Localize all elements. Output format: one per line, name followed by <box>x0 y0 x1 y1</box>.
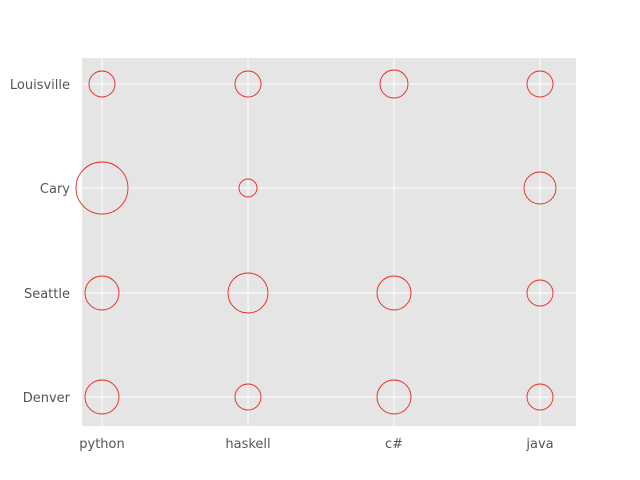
x-tick-label: java <box>525 437 553 452</box>
bubble-marker <box>526 279 554 307</box>
y-tick-label: Cary <box>40 182 70 197</box>
bubble-marker <box>84 275 120 311</box>
y-tick-label: Seattle <box>24 287 70 302</box>
bubble-marker <box>88 70 116 98</box>
bubble-marker <box>234 70 262 98</box>
markers <box>75 69 557 415</box>
y-tick-label: Denver <box>23 391 71 406</box>
bubble-marker <box>526 383 554 411</box>
x-tick-label: haskell <box>225 437 270 452</box>
y-axis-ticks: Denver Seattle Cary Louisville <box>10 78 71 406</box>
bubble-marker <box>523 171 557 205</box>
plot-area <box>82 58 576 426</box>
bubble-marker <box>526 70 554 98</box>
y-tick-label: Louisville <box>10 78 70 93</box>
bubble-marker <box>84 379 120 415</box>
x-axis-ticks: python haskell c# java <box>79 437 553 452</box>
grid-lines <box>82 58 576 426</box>
bubble-marker <box>227 272 269 314</box>
x-tick-label: c# <box>385 437 403 452</box>
x-tick-label: python <box>79 437 124 452</box>
bubble-marker <box>234 383 262 411</box>
bubble-marker <box>75 161 129 215</box>
bubble-marker <box>376 379 412 415</box>
bubble-marker <box>238 178 258 198</box>
bubble-marker <box>379 69 409 99</box>
bubble-marker <box>376 275 412 311</box>
plot-background <box>82 58 576 426</box>
